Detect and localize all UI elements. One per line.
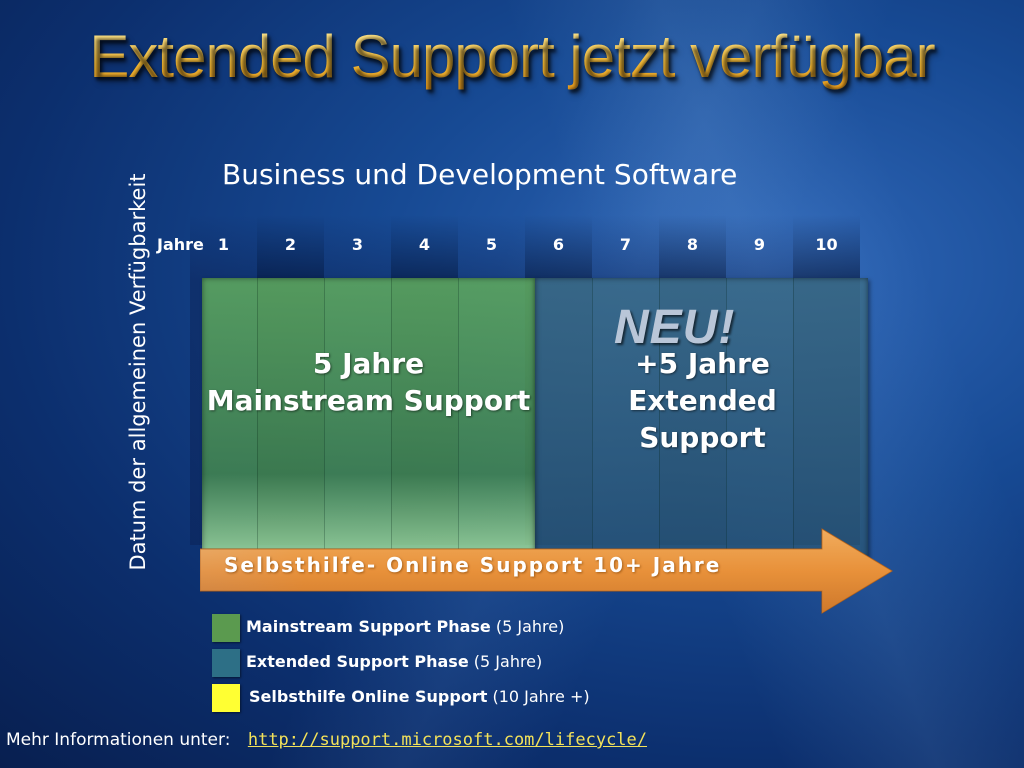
legend-detail: (5 Jahre) (495, 617, 565, 636)
year-label: 6 (552, 235, 565, 254)
extended-phase-label: +5 Jahre Extended Support (585, 345, 820, 456)
footer-text: Mehr Informationen unter: (6, 730, 231, 750)
year-label: 5 (485, 235, 498, 254)
page-title: Extended Support jetzt verfügbar (0, 22, 1024, 91)
selfhelp-label: Selbsthilfe- Online Support 10+ Jahre (224, 553, 722, 577)
legend-detail: (5 Jahre) (473, 652, 543, 671)
new-badge: NEU! (614, 301, 736, 354)
legend-swatch (212, 649, 240, 677)
grid-line (458, 278, 459, 558)
year-label: 4 (418, 235, 431, 254)
footer: Mehr Informationen unter: http://support… (6, 730, 647, 750)
legend-detail: (10 Jahre +) (492, 687, 590, 706)
legend-swatch (212, 614, 240, 642)
grid-line (324, 278, 325, 558)
years-axis-label: Jahre (157, 235, 204, 254)
year-label: 8 (686, 235, 699, 254)
diagram-subtitle: Business und Development Software (222, 158, 738, 191)
selfhelp-arrow (200, 528, 893, 614)
legend-name: Extended Support Phase (246, 652, 469, 671)
mainstream-name: Mainstream Support (206, 384, 531, 417)
legend-swatch (212, 684, 240, 712)
year-label: 2 (284, 235, 297, 254)
legend-name: Selbsthilfe Online Support (249, 687, 488, 706)
year-label: 3 (351, 235, 364, 254)
grid-line (726, 278, 727, 558)
extended-duration: +5 Jahre (635, 347, 770, 380)
extended-name-2: Support (639, 421, 766, 454)
grid-line (257, 278, 258, 558)
grid-line (391, 278, 392, 558)
availability-date-label: Datum der allgemeinen Verfügbarkeit (126, 173, 150, 571)
lifecycle-link[interactable]: http://support.microsoft.com/lifecycle/ (247, 730, 648, 750)
mainstream-duration: 5 Jahre (312, 347, 425, 380)
year-label: 1 (217, 235, 230, 254)
extended-name-1: Extended (628, 384, 777, 417)
grid-line (592, 278, 593, 558)
mainstream-phase-label: 5 Jahre Mainstream Support (202, 345, 535, 419)
extended-phase-block (535, 278, 868, 558)
grid-line (793, 278, 794, 558)
year-label: 7 (619, 235, 632, 254)
year-label: 9 (753, 235, 766, 254)
legend-name: Mainstream Support Phase (246, 617, 491, 636)
grid-line (659, 278, 660, 558)
mainstream-phase-block (202, 278, 535, 558)
year-label: 10 (815, 235, 838, 254)
